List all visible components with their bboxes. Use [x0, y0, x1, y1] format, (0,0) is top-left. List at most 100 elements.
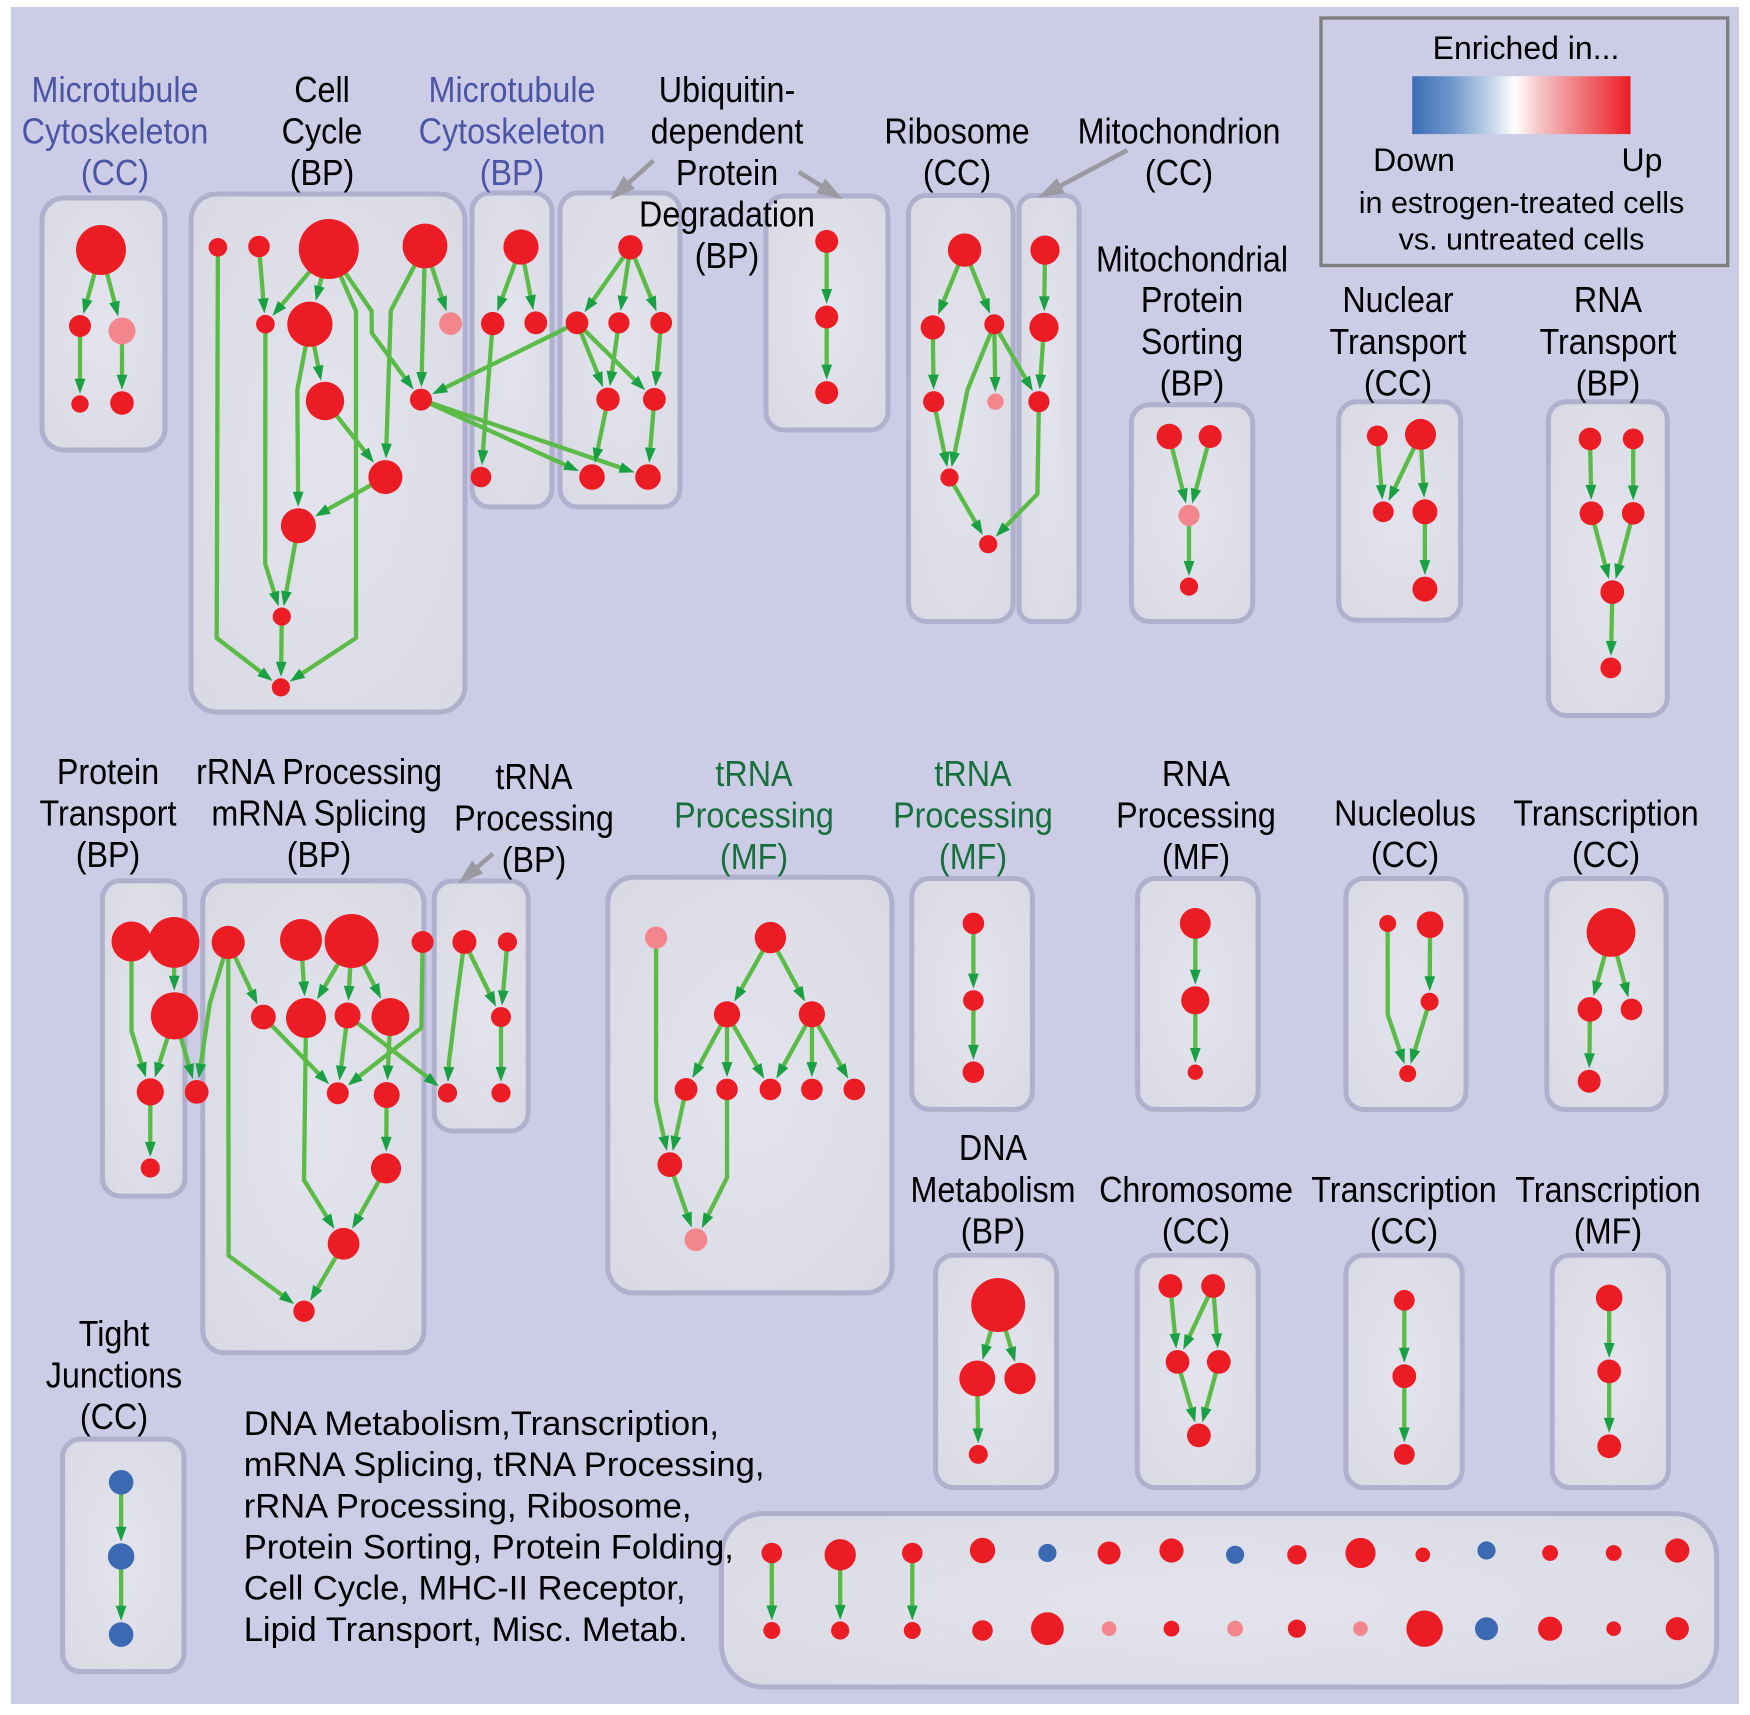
cluster-label-line-tbp-0: tRNA: [495, 757, 572, 797]
node-b15b-red: [1665, 1617, 1689, 1641]
arrowhead-mcc2-mcc4: [74, 378, 86, 394]
node-mt1-red: [1030, 235, 1060, 265]
arrowhead-tm5-tm10: [670, 1135, 682, 1151]
node-b12t-blue: [1477, 1541, 1496, 1560]
cluster-label-line-mps-3: (BP): [1160, 364, 1225, 404]
arrowhead-tm4-tm9: [836, 1063, 849, 1079]
cluster-label-line-cc-2: (BP): [290, 153, 355, 193]
cluster-label-line-rpm-1: Processing: [1116, 796, 1276, 836]
arrowhead-tb2-tb3: [497, 990, 509, 1006]
node-u1BR-red: [635, 464, 661, 490]
arrowhead-rb3-rb6: [949, 451, 960, 468]
arrowhead-cc4-ccPink: [436, 295, 447, 312]
arrowhead-tn1-tn2: [968, 973, 979, 989]
arrowhead-rn7-tb4: [423, 1072, 439, 1087]
arrowhead-nc3-nc4: [1409, 1048, 1421, 1064]
label-arrow-mito: [1056, 148, 1129, 190]
node-b7t-red: [1159, 1538, 1184, 1563]
cluster-label-line-rib-0: Ribosome: [884, 112, 1029, 152]
arrowhead-u1L-u1LL: [592, 371, 603, 388]
node-dm4-red: [968, 1444, 988, 1464]
cluster-label-line-rrna-0: rRNA Processing: [196, 752, 442, 792]
edge-nc1-nc4: [1385, 923, 1403, 1053]
arrowhead-tc1-tc2: [1592, 980, 1603, 997]
arrowhead-u1t-u1M: [617, 295, 629, 311]
arrowhead-ch1-ch3: [1169, 1333, 1181, 1349]
cluster-label-line-dnm-2: (BP): [961, 1212, 1026, 1252]
cluster-label-line-nt-1: Transport: [1330, 322, 1467, 362]
node-rb1-red: [947, 233, 982, 267]
cluster-label-line-ubq-4: (BP): [695, 236, 760, 276]
node-pt3-red: [150, 992, 199, 1040]
note-block: DNA Metabolism,Transcription,mRNA Splici…: [244, 1405, 765, 1649]
arrowhead-mcc1-mcc3: [109, 300, 120, 317]
arrowhead-tb3-tb5: [495, 1066, 507, 1082]
cluster-label-line-mcc-2: (CC): [81, 153, 149, 193]
arrowhead-ccB3-ccB4: [360, 447, 374, 463]
node-t23-red: [1393, 1444, 1415, 1465]
node-mcb1-red: [503, 229, 539, 265]
node-mt2-red: [1029, 312, 1059, 342]
node-rb4-red: [923, 391, 945, 413]
node-tm9-red: [843, 1078, 866, 1101]
node-mcc3-pink: [108, 317, 136, 345]
cluster-label-chr: Chromosome(CC): [1099, 1170, 1293, 1252]
node-cc3-red: [298, 219, 359, 279]
node-nc2-red: [1416, 911, 1444, 938]
arrowhead-cc3-ccBot: [289, 668, 306, 682]
node-mcc2-red: [69, 315, 91, 337]
node-mp2-red: [1198, 425, 1222, 448]
node-b3t-red: [902, 1542, 923, 1564]
cluster-label-line-mcc-0: Microtubule: [32, 70, 199, 110]
arrowhead-u1L-ccHub: [432, 382, 449, 395]
node-nc1-red: [1379, 915, 1397, 932]
arrowhead-rn2-rn6: [298, 981, 310, 997]
label-arrowhead-ubq-left: [609, 176, 635, 200]
node-tm8-red: [801, 1078, 823, 1101]
arrowhead-rn1-rn5: [246, 988, 258, 1005]
cluster-label-line-ubq-2: Protein: [676, 153, 778, 193]
edge-ccHub-u1BL: [420, 397, 568, 468]
arrowhead-rn6-rn12: [321, 1213, 335, 1229]
arrowhead-t31-t32: [1603, 1343, 1615, 1358]
arrowhead-tm3-tm5: [692, 1062, 705, 1079]
arrowhead-ch2-ch3: [1183, 1333, 1195, 1350]
cluster-label-line-mcc-1: Cytoskeleton: [22, 112, 209, 152]
note-line-4: Cell Cycle, MHC-II Receptor,: [244, 1570, 686, 1608]
arrowhead-ch2-ch4: [1211, 1333, 1223, 1349]
arrowhead-pt2-pt3: [168, 975, 180, 991]
arrowhead-mcb1-mcb2: [497, 295, 508, 312]
note-line-3: Protein Sorting, Protein Folding,: [244, 1528, 734, 1566]
arrowhead-tm1-tm10: [658, 1135, 669, 1151]
legend-up-label: Up: [1622, 142, 1663, 178]
edge-cc3-ccBot: [299, 248, 359, 677]
cluster-box-ubq1: [557, 190, 683, 510]
cluster-label-line-tmf1-2: (MF): [720, 837, 788, 877]
arrowhead-rt5-rt6: [1605, 640, 1617, 656]
arrowhead-nt4-nt5: [1419, 560, 1431, 576]
arrowhead-nt2-nt4: [1417, 482, 1429, 498]
arrowhead-tc2-tc4: [1584, 1053, 1595, 1069]
node-b4b-red: [972, 1620, 993, 1641]
node-pt4-red: [136, 1078, 164, 1106]
arrowhead-cc4-ccB4: [381, 443, 392, 459]
edge-u1L-ccHub: [442, 320, 578, 391]
arrowhead-tm10-tm11: [681, 1211, 692, 1228]
cluster-label-line-mps-0: Mitochondrial: [1096, 240, 1288, 280]
cluster-label-line-mcb-1: Cytoskeleton: [419, 112, 606, 152]
arrowhead-ccB4-ccB5: [315, 504, 331, 517]
edge-rb3-mt3: [992, 323, 1029, 382]
node-rn5-red: [251, 1004, 276, 1030]
arrowhead-rb1-rb3: [979, 297, 990, 314]
node-ccA-red: [256, 314, 275, 334]
arrowhead-rn3-rn7: [343, 985, 355, 1001]
arrowhead-rn4-rn9: [347, 1072, 363, 1086]
node-ccPink-pink: [439, 312, 462, 335]
node-tj2-blue: [107, 1543, 135, 1570]
cluster-label-line-tj-0: Tight: [79, 1314, 150, 1354]
